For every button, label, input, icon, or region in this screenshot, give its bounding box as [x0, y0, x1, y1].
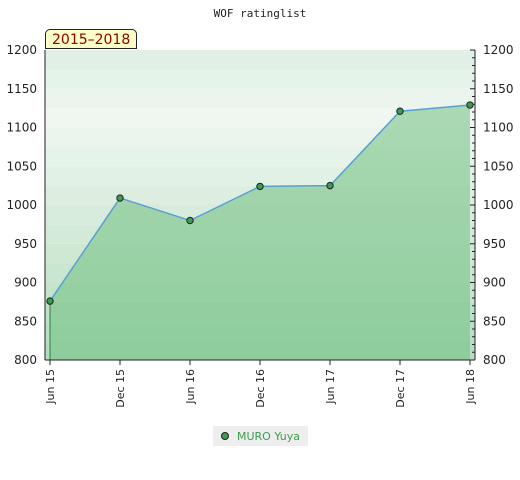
y-tick-label-left: 800 [14, 353, 37, 367]
legend-label: MURO Yuya [237, 429, 301, 443]
background-band [45, 69, 475, 89]
legend-marker-icon [221, 432, 229, 440]
background-band [45, 108, 475, 128]
y-tick-label-left: 1050 [6, 159, 37, 173]
chart-title: WOF ratinglist [214, 7, 307, 20]
y-tick-label-right: 950 [483, 237, 506, 251]
y-tick-label-right: 1150 [483, 82, 514, 96]
y-tick-label-right: 1050 [483, 159, 514, 173]
x-tick-label: Dec 16 [254, 369, 267, 408]
y-tick-label-left: 950 [14, 237, 37, 251]
x-tick-label: Jun 15 [44, 369, 57, 405]
y-tick-label-left: 1000 [6, 198, 37, 212]
y-tick-label-right: 900 [483, 276, 506, 290]
y-tick-label-left: 850 [14, 314, 37, 328]
y-tick-label-right: 850 [483, 314, 506, 328]
y-tick-label-left: 900 [14, 276, 37, 290]
series-area [50, 105, 470, 361]
legend[interactable]: MURO Yuya [213, 426, 309, 446]
y-tick-label-right: 1000 [483, 198, 514, 212]
y-tick-label-left: 1200 [6, 43, 37, 57]
x-tick-label: Jun 16 [184, 369, 197, 405]
axes: 800 800 850 850 900 900 950 950 1000 1000 1050 1050… [6, 43, 513, 408]
y-tick-label-left: 1150 [6, 82, 37, 96]
y-tick-label-right: 800 [483, 353, 506, 367]
x-tick-label: Dec 15 [114, 369, 127, 408]
data-points [46, 101, 474, 305]
data-point[interactable] [46, 297, 54, 305]
background-band [45, 88, 475, 109]
y-tick-label-right: 1100 [483, 121, 514, 135]
data-point[interactable] [326, 181, 334, 190]
background-band [45, 127, 475, 147]
data-point[interactable] [256, 182, 264, 191]
data-point[interactable] [466, 101, 474, 109]
y-tick-label-left: 1100 [6, 121, 37, 135]
period-badge: 2015–2018 [45, 29, 138, 49]
data-point[interactable] [186, 216, 194, 225]
x-tick-label: Jun 18 [464, 369, 477, 405]
data-point[interactable] [396, 107, 404, 115]
x-tick-label: Jun 17 [324, 369, 337, 405]
x-tick-label: Dec 17 [394, 369, 407, 408]
data-point[interactable] [116, 194, 124, 202]
y-tick-label-right: 1200 [483, 43, 514, 57]
background-band [45, 50, 475, 70]
